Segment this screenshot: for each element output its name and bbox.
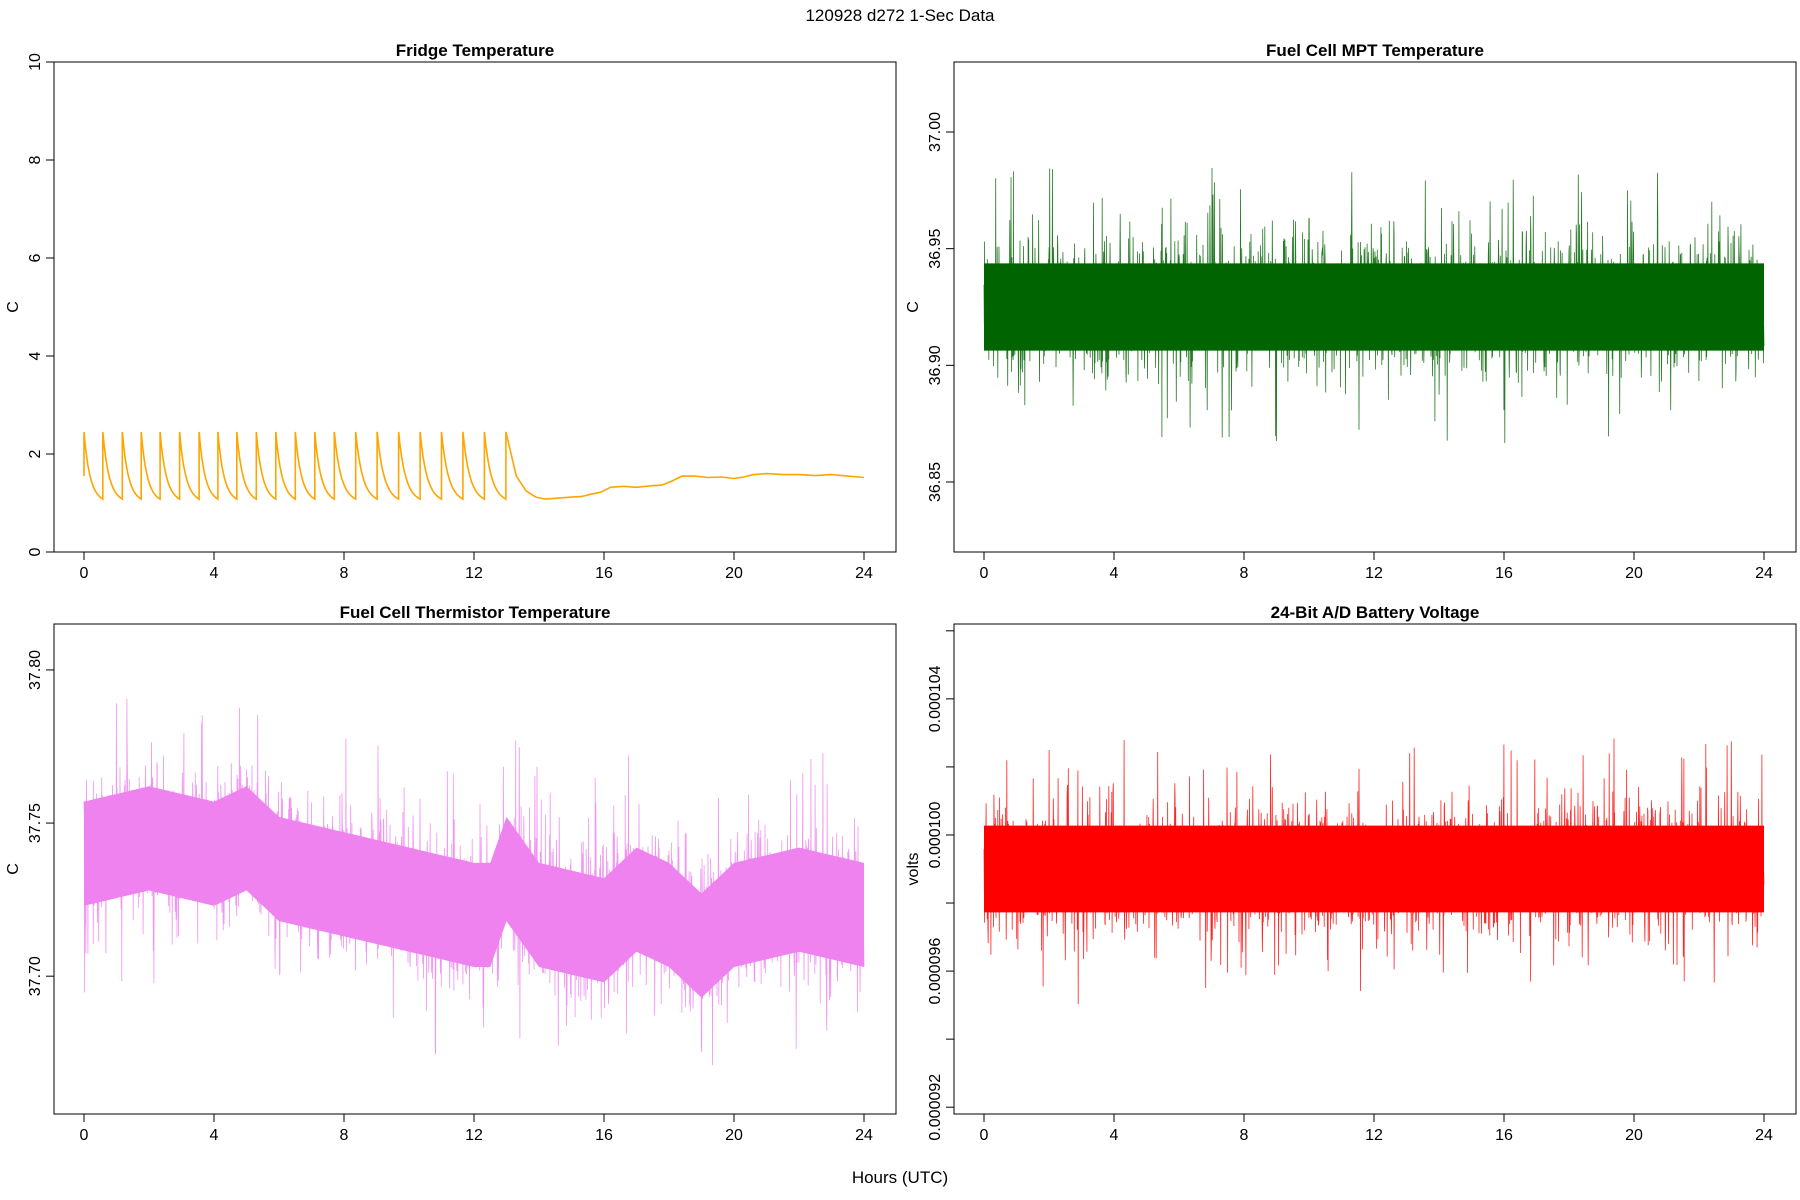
figure-x-axis-label: Hours (UTC) xyxy=(851,1168,949,1187)
x-tick-label: 20 xyxy=(725,1127,743,1142)
chart-title: Fuel Cell Thermistor Temperature xyxy=(340,603,611,622)
x-tick-label: 16 xyxy=(1495,1127,1513,1142)
x-tick-label: 24 xyxy=(855,565,873,580)
x-axis: 0 4 8 12 16 20 24 xyxy=(80,1113,873,1144)
y-tick-label: 37.75 xyxy=(27,803,44,843)
fridge-temperature-line xyxy=(83,431,865,501)
x-tick-label: 12 xyxy=(465,565,483,580)
y-tick-label: 37.70 xyxy=(27,956,44,996)
panel-battery-voltage: 24-Bit A/D Battery Voltage volts 0 4 8 12 16 20… xyxy=(900,602,1800,1147)
x-tick-label: 16 xyxy=(595,1127,613,1142)
y-axis: 0.000092 0.000096 0.000100 0.000104 xyxy=(927,630,955,1141)
x-axis: 0 4 8 12 16 20 24 xyxy=(980,551,1773,582)
y-tick-label: 0.000096 xyxy=(927,938,944,1005)
y-tick-label: 8 xyxy=(27,155,44,164)
y-axis: 36.85 36.90 36.95 37.00 xyxy=(927,112,955,502)
y-tick-label: 6 xyxy=(27,253,44,262)
x-tick-label: 20 xyxy=(1625,565,1643,580)
x-tick-label: 0 xyxy=(980,565,989,580)
panel-fridge-temperature: Fridge Temperature C 0 4 8 12 16 20 24 0 2 4 6 8 10 xyxy=(0,40,900,585)
y-tick-label: 10 xyxy=(27,53,44,71)
x-tick-label: 16 xyxy=(1495,565,1513,580)
y-axis-label: volts xyxy=(905,853,922,886)
x-tick-label: 4 xyxy=(1110,565,1119,580)
chart-title: Fridge Temperature xyxy=(396,41,554,60)
battery-voltage-chart: 24-Bit A/D Battery Voltage volts 0 4 8 12 16 20… xyxy=(905,603,1797,1144)
y-tick-label: 36.85 xyxy=(927,462,944,502)
x-tick-label: 12 xyxy=(1365,1127,1383,1142)
y-tick-label: 0.000092 xyxy=(927,1074,944,1141)
data-series-group xyxy=(83,431,865,501)
panel-fuel-cell-mpt-temperature: Fuel Cell MPT Temperature C 0 4 8 12 16 20 24 36.… xyxy=(900,40,1800,585)
x-tick-label: 12 xyxy=(1365,565,1383,580)
y-tick-label: 2 xyxy=(27,449,44,458)
y-tick-label: 37.00 xyxy=(927,112,944,152)
x-axis: 0 4 8 12 16 20 24 xyxy=(980,1113,1773,1144)
data-series-line xyxy=(83,698,865,1066)
chart-title: 24-Bit A/D Battery Voltage xyxy=(1271,603,1480,622)
y-axis-label: C xyxy=(905,301,922,313)
y-tick-label: 36.90 xyxy=(927,345,944,385)
data-series-group xyxy=(983,167,1765,444)
figure-title: 120928 d272 1-Sec Data xyxy=(805,6,995,25)
y-axis: 0 2 4 6 8 10 xyxy=(27,53,55,556)
fuel-cell-thermistor-temperature-chart: Fuel Cell Thermistor Temperature C 0 4 8 12 16… xyxy=(5,603,897,1144)
x-tick-label: 12 xyxy=(465,1127,483,1142)
y-axis-label: C xyxy=(5,301,22,313)
x-tick-label: 0 xyxy=(80,1127,89,1142)
x-tick-label: 8 xyxy=(340,1127,349,1142)
x-tick-label: 24 xyxy=(1755,1127,1773,1142)
y-axis-label: C xyxy=(5,863,22,875)
x-tick-label: 24 xyxy=(855,1127,873,1142)
y-tick-label: 0.000104 xyxy=(927,665,944,732)
x-tick-label: 4 xyxy=(210,1127,219,1142)
y-tick-label: 4 xyxy=(27,351,44,360)
x-tick-label: 8 xyxy=(340,565,349,580)
x-tick-label: 0 xyxy=(80,565,89,580)
x-tick-label: 0 xyxy=(980,1127,989,1142)
y-tick-label: 36.95 xyxy=(927,229,944,269)
x-tick-label: 20 xyxy=(1625,1127,1643,1142)
x-tick-label: 8 xyxy=(1240,1127,1249,1142)
data-series-group xyxy=(83,698,865,1066)
x-tick-label: 24 xyxy=(1755,565,1773,580)
panel-fuel-cell-thermistor-temperature: Fuel Cell Thermistor Temperature C 0 4 8 12 16… xyxy=(0,602,900,1147)
fuel-cell-mpt-temperature-chart: Fuel Cell MPT Temperature C 0 4 8 12 16 20 24 36.… xyxy=(905,41,1797,582)
x-tick-label: 8 xyxy=(1240,565,1249,580)
y-tick-label: 0 xyxy=(27,547,44,556)
x-tick-label: 4 xyxy=(210,565,219,580)
x-tick-label: 4 xyxy=(1110,1127,1119,1142)
x-tick-label: 20 xyxy=(725,565,743,580)
chart-title: Fuel Cell MPT Temperature xyxy=(1266,41,1484,60)
y-tick-label: 37.80 xyxy=(27,650,44,690)
data-series-line xyxy=(983,738,1765,1005)
x-axis: 0 4 8 12 16 20 24 xyxy=(80,551,873,582)
y-tick-label: 0.000100 xyxy=(927,802,944,869)
data-series-line xyxy=(983,167,1765,444)
y-axis: 37.70 37.75 37.80 xyxy=(27,650,55,996)
x-tick-label: 16 xyxy=(595,565,613,580)
data-series-group xyxy=(983,738,1765,1005)
